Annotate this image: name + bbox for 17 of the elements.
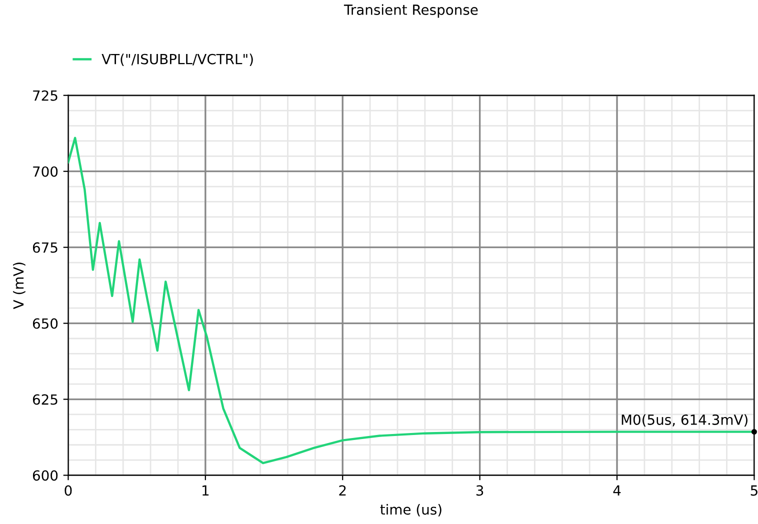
x-tick-label: 4	[613, 485, 621, 496]
y-tick-label: 600	[32, 470, 58, 481]
x-tick-label: 1	[202, 485, 209, 496]
x-tick-label: 5	[750, 485, 758, 496]
y-axis-title: V (mV)	[13, 262, 26, 310]
y-tick-label: 625	[32, 394, 58, 405]
chart-title: Transient Response	[344, 4, 478, 18]
y-tick-label: 675	[32, 242, 58, 253]
y-tick-label: 650	[32, 318, 58, 329]
legend-label: VT("/ISUBPLL/VCTRL")	[102, 54, 253, 66]
annotation: M0(5us, 614.3mV)	[622, 414, 748, 427]
y-tick-label: 700	[33, 166, 58, 177]
x-tick-label: 0	[64, 485, 72, 496]
x-tick-label: 3	[476, 485, 484, 496]
x-axis-title: time (us)	[380, 504, 442, 516]
x-tick-label: 2	[339, 485, 346, 496]
y-tick-label: 725	[33, 90, 58, 101]
